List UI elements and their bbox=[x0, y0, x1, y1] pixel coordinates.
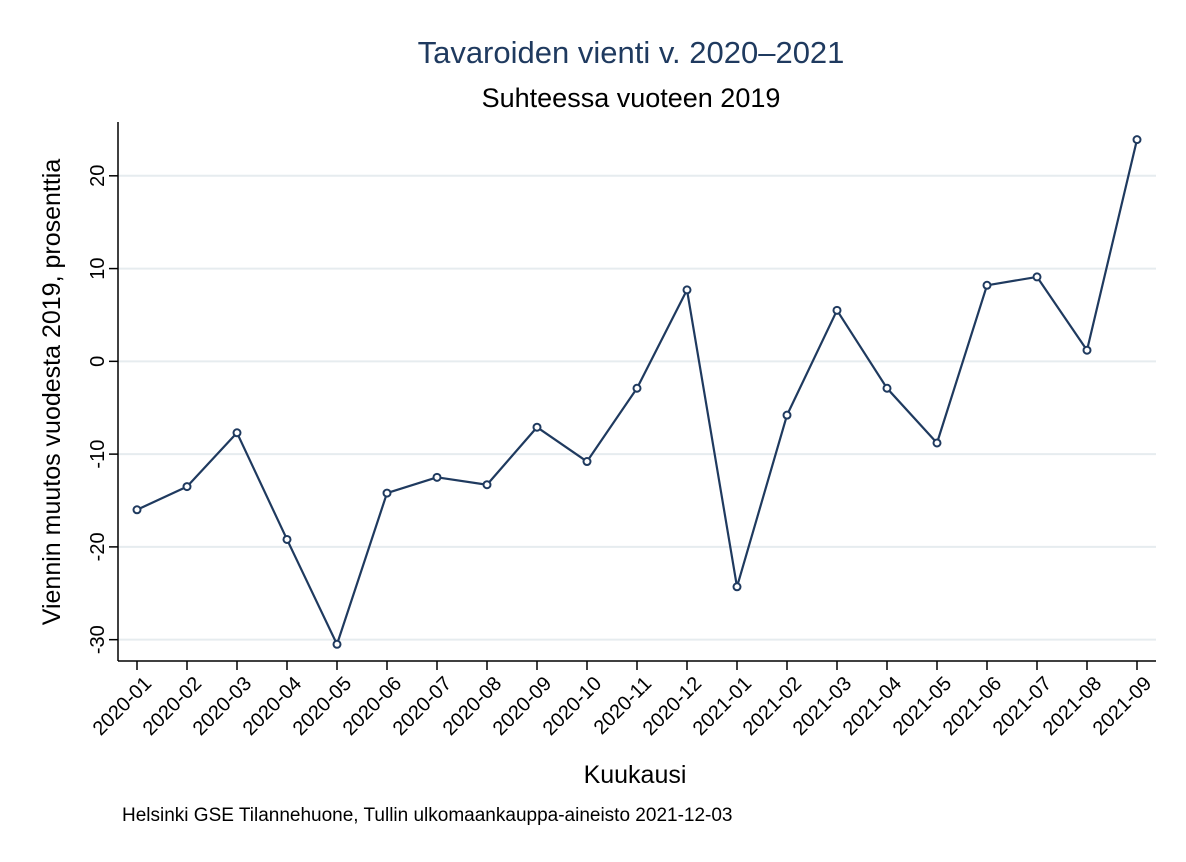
data-point bbox=[482, 480, 492, 490]
gridlines bbox=[118, 174, 1156, 641]
chart-subtitle: Suhteessa vuoteen 2019 bbox=[482, 83, 781, 113]
data-point bbox=[682, 285, 692, 295]
y-tick-label: 0 bbox=[87, 356, 109, 367]
chart-title: Tavaroiden vienti v. 2020–2021 bbox=[418, 35, 845, 70]
y-tick-label: -10 bbox=[87, 440, 109, 469]
data-point bbox=[882, 383, 892, 393]
source-note: Helsinki GSE Tilannehuone, Tullin ulkoma… bbox=[122, 805, 733, 826]
data-point bbox=[832, 305, 842, 315]
y-tick-label: -20 bbox=[87, 532, 109, 561]
y-tick-label: 10 bbox=[87, 257, 109, 279]
data-point bbox=[782, 410, 792, 420]
data-point bbox=[132, 505, 142, 515]
data-point bbox=[382, 488, 392, 498]
data-point bbox=[432, 472, 442, 482]
data-point bbox=[582, 457, 592, 467]
y-tick-label: -30 bbox=[87, 625, 109, 654]
data-point bbox=[1032, 272, 1042, 282]
data-point bbox=[182, 482, 192, 492]
data-point bbox=[282, 534, 292, 544]
data-point bbox=[932, 438, 942, 448]
data-point bbox=[532, 422, 542, 432]
data-point bbox=[232, 428, 242, 438]
y-axis-ticks: 20 10 0 -10 -20 -30 bbox=[87, 165, 118, 654]
data-point bbox=[1132, 135, 1142, 145]
data-point bbox=[332, 639, 342, 649]
x-axis-title: Kuukausi bbox=[584, 761, 687, 789]
data-point bbox=[982, 280, 992, 290]
y-tick-label: 20 bbox=[87, 165, 109, 187]
data-point bbox=[632, 383, 642, 393]
data-point bbox=[1082, 345, 1092, 355]
y-axis-title: Viennin muutos vuodesta 2019, prosenttia bbox=[38, 159, 66, 626]
x-axis-ticks: 2020-012020-022020-032020-042020-052020-… bbox=[89, 661, 1156, 740]
series-line-group bbox=[132, 135, 1142, 649]
data-point bbox=[732, 582, 742, 592]
